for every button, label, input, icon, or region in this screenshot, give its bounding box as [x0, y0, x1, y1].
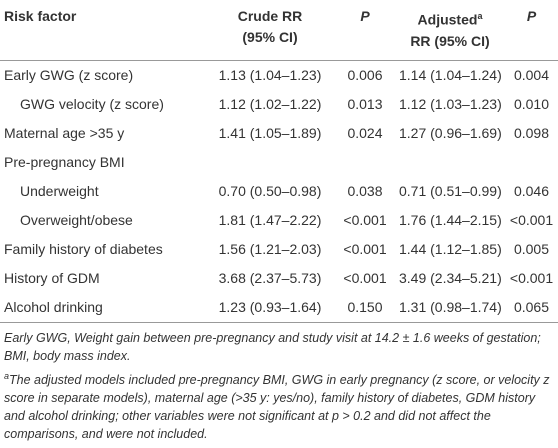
- header-text: RR (95% CI): [410, 32, 490, 49]
- cell: 1.13 (1.04–1.23): [218, 67, 322, 84]
- cell: 0.006: [347, 67, 383, 84]
- header-row: Risk factor Crude RR (95% CI) P Adjusteda…: [0, 0, 558, 61]
- cell: 0.005: [513, 241, 550, 258]
- cell: 0.150: [335, 292, 395, 323]
- cell: 3.49 (2.34–5.21): [399, 270, 502, 287]
- row-label: Family history of diabetes: [4, 241, 163, 258]
- header-cell: P: [335, 0, 395, 61]
- table-row: Maternal age >35 y 1.41 (1.05–1.89) 0.024 1…: [0, 119, 558, 148]
- table-row: Pre-pregnancy BMI: [0, 148, 558, 177]
- footnote-marker: a: [4, 370, 10, 381]
- header-cell: Adjusteda RR (95% CI): [395, 0, 505, 61]
- risk-table: Risk factor Crude RR (95% CI) P Adjusteda…: [0, 0, 558, 323]
- header-cell: Crude RR (95% CI): [205, 0, 335, 61]
- cell: 0.70 (0.50–0.98): [218, 183, 322, 200]
- cell: 1.81 (1.47–2.22): [218, 212, 322, 229]
- cell: 3.68 (2.37–5.73): [218, 270, 322, 287]
- table-row: Overweight/obese 1.81 (1.47–2.22) <0.001 1.…: [0, 206, 558, 235]
- row-label: Early GWG (z score): [4, 67, 134, 84]
- header-text: Crude RR: [237, 8, 303, 24]
- cell: <0.001: [343, 270, 387, 287]
- row-label: GWG velocity (z score): [20, 96, 164, 113]
- cell: <0.001: [343, 212, 387, 229]
- row-label: Maternal age >35 y: [4, 125, 125, 142]
- row-label: Alcohol drinking: [0, 292, 205, 323]
- footnote: Early GWG, Weight gain between pre-pregn…: [4, 330, 541, 363]
- cell: <0.001: [343, 241, 387, 258]
- cell: 1.41 (1.05–1.89): [218, 125, 322, 142]
- footnote-marker: a: [477, 11, 483, 21]
- cell: <0.001: [509, 270, 554, 287]
- table-row: Underweight 0.70 (0.50–0.98) 0.038 0.71 (0.…: [0, 177, 558, 206]
- table-row: History of GDM 3.68 (2.37–5.73) <0.001 3.49…: [0, 264, 558, 293]
- row-label: History of GDM: [4, 270, 100, 287]
- cell: 1.31 (0.98–1.74): [395, 292, 505, 323]
- row-label: Underweight: [20, 183, 99, 200]
- cell: 0.004: [513, 67, 550, 84]
- table-row: Alcohol drinking 1.23 (0.93–1.64) 0.150 1.3…: [0, 292, 558, 323]
- row-label: Overweight/obese: [20, 212, 133, 229]
- header-cell: P: [505, 0, 558, 61]
- cell: 0.098: [513, 125, 550, 142]
- header-text: (95% CI): [242, 29, 298, 45]
- cell: 1.27 (0.96–1.69): [399, 125, 502, 142]
- cell: 1.12 (1.03–1.23): [399, 96, 502, 113]
- footnote: aThe adjusted models included pre-pregna…: [4, 367, 554, 443]
- cell: 1.44 (1.12–1.85): [399, 241, 502, 258]
- header-text: Adjusted: [417, 11, 478, 28]
- table-row: Family history of diabetes 1.56 (1.21–2.0…: [0, 235, 558, 264]
- header-cell: Risk factor: [0, 0, 205, 61]
- footnotes: Early GWG, Weight gain between pre-pregn…: [0, 323, 558, 443]
- cell: 0.71 (0.51–0.99): [399, 183, 502, 200]
- cell: 0.046: [513, 183, 550, 200]
- cell: 1.23 (0.93–1.64): [205, 292, 335, 323]
- cell: <0.001: [509, 212, 554, 229]
- cell: 0.038: [347, 183, 383, 200]
- cell: 0.013: [347, 96, 383, 113]
- table-row: Early GWG (z score) 1.13 (1.04–1.23) 0.006…: [0, 60, 558, 90]
- table-row: GWG velocity (z score) 1.12 (1.02–1.22) 0.…: [0, 90, 558, 119]
- cell: 0.010: [513, 96, 550, 113]
- cell: 0.024: [347, 125, 383, 142]
- cell: 1.76 (1.44–2.15): [399, 212, 502, 229]
- cell: 0.065: [505, 292, 558, 323]
- cell: 1.56 (1.21–2.03): [218, 241, 322, 258]
- table-body: Early GWG (z score) 1.13 (1.04–1.23) 0.006…: [0, 60, 558, 323]
- footnote-text: The adjusted models included pre-pregnan…: [4, 372, 550, 441]
- cell: 1.12 (1.02–1.22): [218, 96, 322, 113]
- row-label: Pre-pregnancy BMI: [4, 154, 125, 171]
- cell: 1.14 (1.04–1.24): [399, 67, 502, 84]
